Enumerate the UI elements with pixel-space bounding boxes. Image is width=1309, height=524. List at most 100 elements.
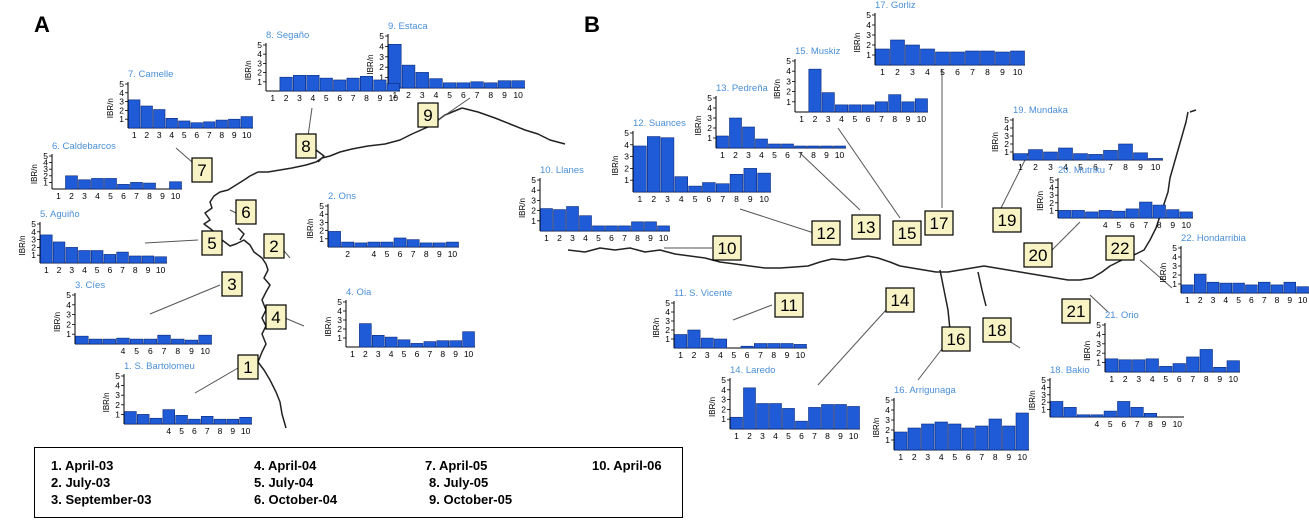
bar [888, 94, 902, 113]
x-tick-label: 3 [826, 114, 831, 124]
bar [1166, 209, 1180, 219]
bar [1125, 208, 1139, 219]
bar [767, 343, 781, 349]
y-tick-label: 3 [885, 415, 890, 425]
bar [1144, 412, 1158, 418]
bar [988, 418, 1002, 451]
x-tick-label: 7 [475, 90, 480, 100]
x-tick-label: 3 [760, 431, 765, 441]
bar [65, 247, 78, 264]
chart-title: 9. Estaca [388, 21, 428, 32]
bar [646, 136, 661, 193]
x-tick-label: 10 [1182, 220, 1192, 230]
bar [78, 179, 91, 190]
chart-title: 22. Hondarribia [1181, 233, 1247, 244]
site-marker: 6 [235, 199, 257, 225]
x-tick-label: 9 [1138, 162, 1143, 172]
bar [808, 407, 821, 430]
x-tick-label: 2 [345, 249, 350, 259]
x-tick-label: 10 [1151, 162, 1161, 172]
y-tick-label: 5 [665, 298, 670, 308]
x-tick-label: 3 [297, 93, 302, 103]
x-tick-label: 5 [596, 233, 601, 243]
y-tick-label: 2 [379, 62, 384, 72]
x-tick-label: 7 [622, 233, 627, 243]
legend-item: 3. September-03 [51, 492, 152, 507]
x-tick-label: 6 [337, 93, 342, 103]
legend-item: 7. April-05 [425, 458, 488, 473]
bar [415, 72, 429, 89]
marker-label: 11 [780, 296, 798, 315]
bar [1002, 425, 1016, 451]
y-tick-label: 5 [379, 31, 384, 41]
chart-title: 3. Cíes [75, 280, 105, 291]
x-tick-label: 2 [363, 349, 368, 359]
bar [907, 427, 921, 451]
x-tick-label: 3 [1211, 295, 1216, 305]
y-tick-label: 5 [31, 219, 36, 229]
x-tick-label: 9 [437, 249, 442, 259]
y-tick-label: 2 [257, 68, 262, 78]
x-tick-label: 8 [133, 265, 138, 275]
bar [1073, 153, 1088, 161]
bar [1186, 356, 1200, 373]
chart-title: 15. Muskiz [795, 46, 841, 57]
y-tick-label: 3 [721, 395, 726, 405]
y-tick-label: 3 [66, 310, 71, 320]
bar [203, 121, 216, 129]
x-tick-label: 4 [311, 93, 316, 103]
marker-box [982, 317, 1012, 343]
bar [406, 239, 420, 248]
bar [470, 81, 484, 89]
marker-label: 4 [271, 308, 280, 327]
x-tick-label: 7 [427, 349, 432, 359]
y-tick-label: 5 [1096, 320, 1101, 330]
x-tick-label: 7 [1135, 419, 1140, 429]
x-tick-label: 8 [218, 426, 223, 436]
x-tick-label: 9 [1006, 452, 1011, 462]
x-tick-label: 3 [69, 265, 74, 275]
x-tick-label: 1 [132, 130, 137, 140]
x-tick-label: 8 [440, 349, 445, 359]
chart-title: 12. Suances [633, 118, 686, 129]
y-tick-label: 2 [43, 171, 48, 181]
bar [419, 242, 433, 248]
bar [1199, 349, 1213, 373]
bar [213, 418, 227, 425]
x-tick-label: 9 [838, 431, 843, 441]
bar [820, 145, 833, 149]
x-tick-label: 9 [748, 194, 753, 204]
x-tick-label: 6 [121, 191, 126, 201]
y-tick-label: 5 [624, 128, 629, 138]
bar [566, 206, 579, 232]
y-tick-label: 5 [531, 175, 536, 185]
bar [782, 408, 795, 430]
y-tick-label: 1 [665, 334, 670, 344]
y-axis-label: IBR/n [694, 115, 703, 135]
bar [660, 137, 675, 193]
bar [333, 79, 347, 92]
x-tick-label: 10 [835, 150, 845, 160]
bar [410, 343, 424, 348]
bar [702, 182, 716, 193]
bar [124, 411, 137, 425]
bar [1172, 363, 1186, 373]
x-tick-label: 1 [734, 431, 739, 441]
y-axis-label: IBR/n [872, 417, 881, 437]
site-marker: 12 [811, 220, 841, 246]
marker-box [201, 230, 223, 256]
bar [757, 172, 771, 193]
y-tick-label: 3 [337, 315, 342, 325]
bar [1098, 210, 1112, 219]
y-tick-label: 4 [786, 66, 791, 76]
x-tick-label: 3 [1048, 162, 1053, 172]
bar [397, 339, 411, 348]
x-tick-label: 2 [57, 265, 62, 275]
bar [1112, 210, 1126, 219]
marker-label: 1 [243, 358, 252, 377]
